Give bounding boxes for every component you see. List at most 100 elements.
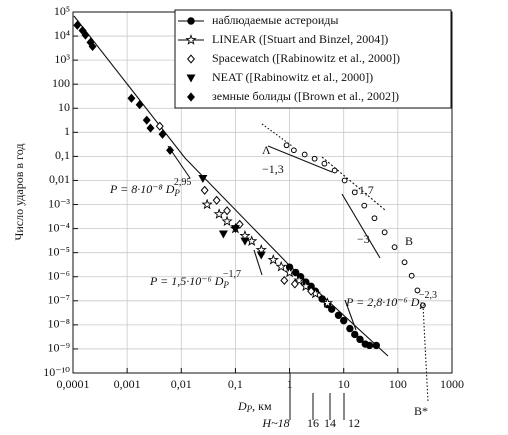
data-point [300, 280, 312, 292]
x-tick-label: 0,001 [114, 377, 141, 391]
data-point [135, 100, 144, 110]
data-point [334, 311, 343, 319]
y-tick-label: 10³ [54, 52, 70, 66]
legend-label: земные болиды ([Brown et al., 2002]) [212, 89, 399, 103]
data-point [391, 244, 398, 251]
data-point [290, 279, 299, 289]
x-tick-label: 100 [389, 377, 407, 391]
slope-line [267, 145, 333, 173]
annotation-text: B [405, 234, 413, 248]
annotation: P = 8·10⁻⁸ DP2,95 [109, 177, 191, 198]
data-point [200, 185, 209, 195]
data-point [307, 286, 316, 296]
data-point [218, 230, 228, 239]
leader-line [344, 299, 357, 331]
x-axis-label-unit: , км [252, 399, 272, 413]
y-tick-label: 10⁻¹⁰ [43, 365, 70, 379]
data-point [127, 93, 136, 103]
data-point [275, 260, 287, 272]
annotation: P = 2,8·10⁻⁶ DP−2,3 [345, 290, 437, 311]
y-tick-label: 10⁻⁵ [47, 244, 70, 258]
data-point [246, 235, 258, 246]
annotation: −3 [357, 232, 370, 246]
data-point [371, 215, 378, 222]
annotation-text: Λ [262, 143, 271, 157]
annotation-text: −3 [357, 232, 370, 246]
fit-line [73, 15, 389, 357]
y-tick-label: 0,01 [49, 172, 70, 186]
data-point [290, 147, 297, 154]
data-point [328, 305, 336, 313]
annotation: −1,7 [352, 183, 374, 197]
annotation-text: P = 8·10⁻⁸ D [109, 182, 175, 196]
annotation-text: P = 2,8·10⁻⁶ D [345, 295, 420, 309]
data-point [311, 155, 318, 162]
data-point [414, 287, 421, 294]
annotation: B [405, 234, 413, 248]
data-point [361, 202, 368, 209]
y-tick-label: 10⁻⁸ [47, 317, 70, 331]
annotation-sup: 2,95 [174, 177, 192, 188]
data-point [155, 121, 164, 131]
data-point [372, 341, 381, 350]
data-point [81, 30, 90, 40]
data-point [283, 142, 290, 149]
data-point [283, 266, 296, 278]
data-point [419, 302, 426, 309]
data-point [221, 215, 233, 227]
annotation-text: P = 1,5·10⁻⁶ D [149, 274, 224, 288]
legend-label: Spacewatch ([Rabinowitz et al., 2000]) [212, 51, 400, 65]
data-point [142, 115, 151, 125]
data-point [351, 330, 359, 339]
x-axis-label-sub: P [246, 404, 253, 414]
legend-marker [186, 74, 196, 83]
data-point [146, 123, 155, 133]
legend-marker [187, 17, 195, 25]
y-tick-label: 10⁻³ [48, 196, 70, 210]
data-point [318, 295, 326, 303]
data-point [240, 237, 250, 246]
data-point [321, 297, 334, 308]
data-point [267, 253, 279, 265]
data-point [365, 341, 374, 350]
data-point [230, 225, 240, 234]
leader-line [253, 249, 263, 276]
y-tick-label: 10⁵ [54, 4, 70, 18]
h-label: 14 [324, 416, 336, 430]
y-tick-label: 1 [64, 124, 70, 138]
y-tick-label: 10⁻⁶ [47, 268, 70, 282]
y-tick-label: 10⁻⁴ [47, 220, 70, 234]
annotation-sub: P [222, 280, 229, 290]
data-point [331, 167, 338, 174]
x-tick-label: 10 [338, 377, 350, 391]
data-point [408, 272, 415, 279]
y-tick-label: 10⁻⁹ [47, 341, 70, 355]
data-point [201, 198, 213, 210]
data-point [301, 151, 308, 158]
annotation-sub: P [173, 188, 180, 198]
annotation: B* [414, 404, 428, 418]
data-point [356, 335, 364, 344]
legend-marker [185, 34, 197, 45]
slope-line [321, 156, 386, 211]
y-tick-label: 10⁴ [54, 28, 70, 42]
legend-marker [187, 92, 195, 102]
y-tick-label: 10 [58, 100, 70, 114]
data-point [166, 145, 175, 155]
slope-line [341, 193, 381, 259]
x-tick-label: 0,1 [228, 377, 243, 391]
data-point [158, 129, 167, 139]
annotation-sup: −2,3 [419, 290, 437, 301]
annotation-sup: −1,7 [223, 269, 241, 280]
data-point [340, 316, 348, 325]
x-tick-label: 1000 [440, 377, 464, 391]
data-point [223, 206, 232, 216]
annotation-text: B* [414, 404, 428, 418]
dotted-line [261, 123, 293, 147]
h-label: 12 [348, 416, 360, 430]
x-tick-label: 1 [287, 377, 293, 391]
data-point [346, 324, 354, 333]
y-tick-label: 0,1 [55, 148, 70, 162]
data-point [212, 195, 221, 205]
